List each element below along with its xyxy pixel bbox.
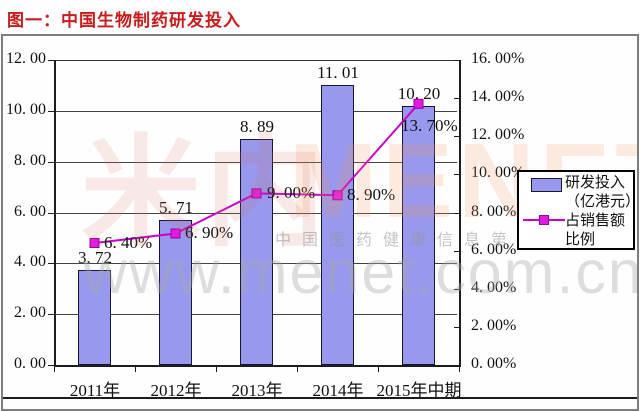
percent-value-label: 9. 00% xyxy=(267,183,316,202)
right-axis-tick xyxy=(454,98,461,99)
bar xyxy=(240,139,273,365)
percent-value-label: 6. 90% xyxy=(185,223,234,242)
y-axis-left xyxy=(54,60,56,367)
left-axis-tick xyxy=(48,314,54,315)
data-point-marker xyxy=(89,238,100,248)
bar xyxy=(78,270,111,365)
legend-line-marker-icon xyxy=(539,215,549,225)
x-axis-label: 2011年 xyxy=(69,381,121,400)
right-axis-tick xyxy=(454,60,461,61)
x-axis-label: 2014年 xyxy=(312,381,364,400)
page-title: 图一：中国生物制药研发投入 xyxy=(7,11,241,30)
legend-bar-swatch-icon xyxy=(531,178,562,192)
percent-value-label: 13. 70% xyxy=(401,116,458,135)
right-tick-label: 4. 00% xyxy=(471,279,517,296)
left-tick-label: 10. 00 xyxy=(6,101,46,118)
right-tick-label: 6. 00% xyxy=(471,241,517,258)
right-tick-label: 2. 00% xyxy=(471,317,517,334)
grid-line xyxy=(56,111,457,112)
legend-item-rd-investment-line2: （亿港元） xyxy=(565,194,639,210)
x-axis-tick xyxy=(378,367,379,372)
legend-labels: 研发投入 （亿港元） 占销售额 比例 xyxy=(565,174,639,250)
bar-value-label: 10. 20 xyxy=(397,84,441,103)
x-axis-tick xyxy=(135,367,136,372)
bar-value-label: 3. 72 xyxy=(78,248,112,267)
right-tick-label: 0. 00% xyxy=(471,355,517,372)
legend-item-sales-ratio-line1: 占销售额 xyxy=(565,213,626,229)
right-axis-tick xyxy=(454,251,461,252)
legend-item-sales-ratio-line2: 比例 xyxy=(565,232,596,248)
right-tick-label: 14. 00% xyxy=(471,88,525,105)
legend: 研发投入 （亿港元） 占销售额 比例 xyxy=(517,170,637,250)
left-axis-tick xyxy=(48,213,54,214)
chart-bottom-rule xyxy=(3,397,637,399)
x-axis-label: 2015年中期 xyxy=(376,381,462,400)
left-tick-label: 4. 00 xyxy=(14,253,46,270)
right-axis-tick xyxy=(454,136,461,137)
left-axis-tick xyxy=(48,162,54,163)
x-axis xyxy=(54,365,461,367)
right-axis-tick xyxy=(454,365,461,366)
bar-value-label: 11. 01 xyxy=(317,63,359,82)
x-axis-label: 2013年 xyxy=(231,381,283,400)
left-axis-tick xyxy=(48,263,54,264)
bar-value-label: 5. 71 xyxy=(159,198,193,217)
left-tick-label: 8. 00 xyxy=(14,152,46,169)
left-axis-tick xyxy=(48,111,54,112)
bar xyxy=(159,220,192,365)
right-tick-label: 16. 00% xyxy=(471,50,525,67)
bar-value-label: 8. 89 xyxy=(240,117,274,136)
right-axis-tick xyxy=(454,174,461,175)
percent-value-label: 6. 40% xyxy=(104,233,153,252)
x-axis-tick xyxy=(459,367,460,372)
x-axis-label: 2012年 xyxy=(150,381,202,400)
right-tick-label: 12. 00% xyxy=(471,126,525,143)
right-tick-label: 10. 00% xyxy=(471,164,525,181)
right-axis-tick xyxy=(454,289,461,290)
left-axis-tick xyxy=(48,60,54,61)
right-tick-label: 8. 00% xyxy=(471,203,517,220)
right-axis-tick xyxy=(454,213,461,214)
right-axis-tick xyxy=(454,327,461,328)
left-tick-label: 12. 00 xyxy=(6,50,46,67)
left-axis-tick xyxy=(48,365,54,366)
left-tick-label: 6. 00 xyxy=(14,203,46,220)
legend-item-rd-investment-line1: 研发投入 xyxy=(565,175,626,191)
figure-frame: 米内 MENET 中国医药健康信息第一平台 www.menet.com.cn 研… xyxy=(1,34,639,411)
plot-top-border xyxy=(54,60,461,61)
left-tick-label: 0. 00 xyxy=(14,355,46,372)
bar xyxy=(402,106,435,365)
x-axis-tick xyxy=(216,367,217,372)
left-tick-label: 2. 00 xyxy=(14,304,46,321)
percent-value-label: 8. 90% xyxy=(347,185,396,204)
x-axis-tick xyxy=(297,367,298,372)
x-axis-tick xyxy=(54,367,55,372)
bar xyxy=(321,85,354,365)
